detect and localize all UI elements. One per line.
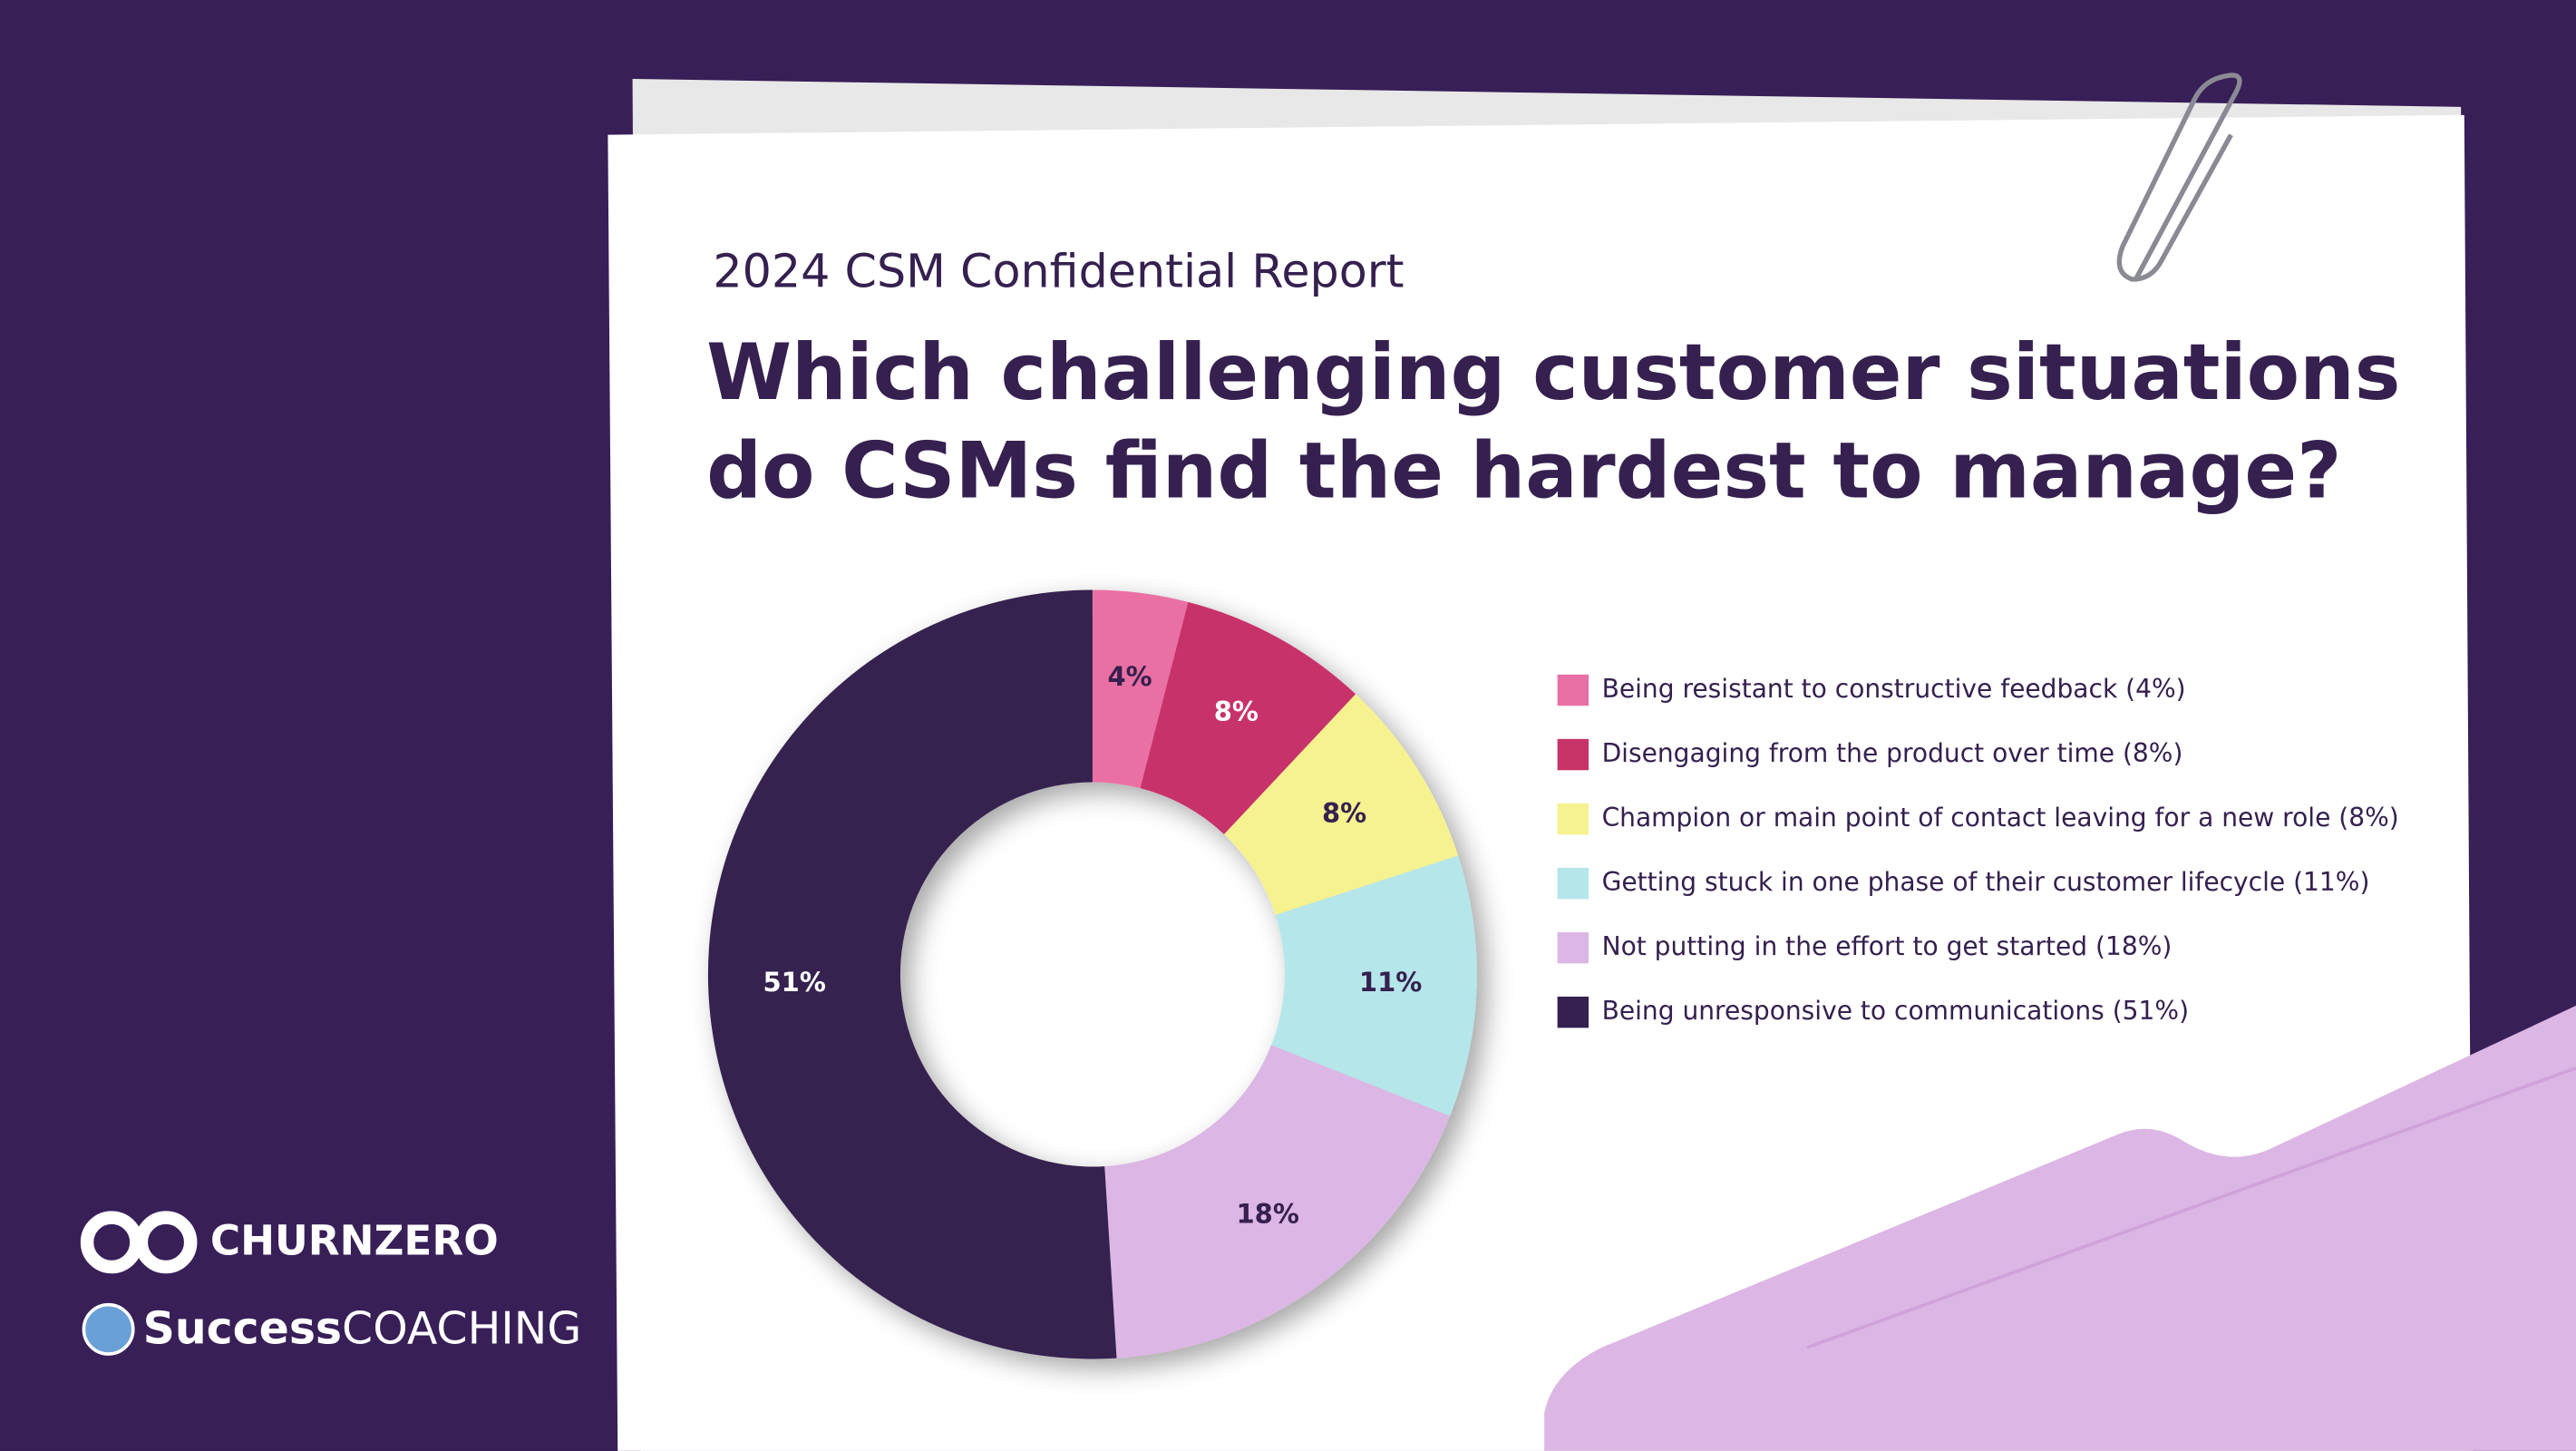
folder [1544,1005,2576,1451]
legend: Being resistant to constructive feedback… [1557,674,2399,1028]
legend-label: Disengaging from the product over time (… [1602,738,2183,768]
legend-swatch [1557,803,1589,835]
legend-swatch [1557,867,1589,900]
data-labels: 4% 8% 8% 11% 18% 51% [763,661,1423,1229]
data-label: 4% [1108,661,1152,692]
legend-swatch [1557,738,1589,771]
success-text: Success [143,1302,342,1354]
churnzero-text: CHURNZERO [210,1217,499,1265]
successcoaching-text: SuccessCOACHING [143,1302,582,1354]
data-label: 51% [763,967,826,998]
slice [1140,601,1356,834]
title-line: Which challenging customer situations [706,328,2400,418]
legend-label: Champion or main point of contact leavin… [1602,803,2399,833]
slice [1092,589,1189,789]
paperclip [2116,73,2242,282]
chart-subtitle: 2024 CSM Confidential Report [713,245,1404,298]
legend-label: Being resistant to constructive feedback… [1602,674,2186,704]
folder-crease [1806,1066,2576,1349]
legend-swatch [1557,674,1589,706]
legend-label: Not putting in the effort to get started… [1602,931,2173,961]
legend-swatch [1557,931,1589,964]
legend-swatch [1557,996,1589,1028]
data-label: 8% [1214,696,1259,726]
slice [1224,694,1459,915]
data-label: 11% [1359,967,1422,998]
data-label: 8% [1322,797,1366,828]
paper [608,114,2473,1451]
title-line: do CSMs find the hardest to manage? [706,427,2341,517]
slice [1270,855,1477,1116]
slice [1104,1045,1451,1358]
successcoaching-logo: SuccessCOACHING [82,1302,582,1356]
legend-label: Being unresponsive to communications (51… [1602,996,2189,1026]
churnzero-logo: CHURNZERO [80,1211,499,1274]
donut [707,589,1477,1359]
coaching-text: COACHING [342,1302,581,1354]
chart-title: Which challenging customer situations do … [706,328,2400,517]
slice [707,589,1117,1359]
data-label: 18% [1237,1199,1299,1230]
legend-label: Getting stuck in one phase of their cust… [1602,867,2370,897]
